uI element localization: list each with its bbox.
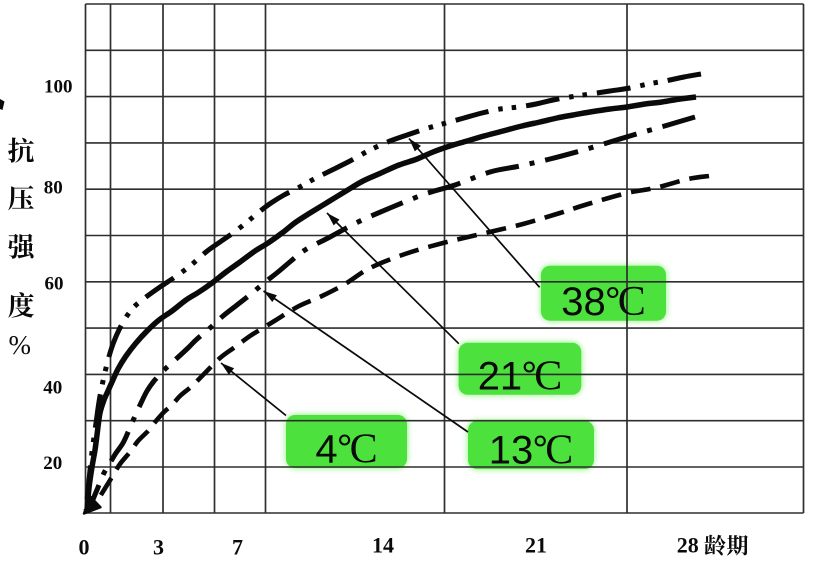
- svg-text:40: 40: [43, 378, 62, 399]
- svg-text:100: 100: [44, 76, 73, 97]
- svg-text:13°C: 13°C: [489, 428, 574, 474]
- svg-text:60: 60: [45, 273, 64, 294]
- svg-text:%: %: [8, 330, 31, 360]
- svg-text:38°C: 38°C: [561, 279, 646, 325]
- svg-text:21: 21: [525, 533, 547, 558]
- svg-text:80: 80: [44, 178, 63, 199]
- svg-text:0: 0: [79, 535, 90, 560]
- svg-text:4°C: 4°C: [315, 427, 377, 473]
- svg-text:7: 7: [232, 535, 243, 560]
- svg-text:20: 20: [43, 453, 62, 474]
- svg-text:3: 3: [153, 535, 164, 560]
- svg-text:28: 28: [677, 533, 699, 558]
- svg-text:14: 14: [372, 533, 394, 558]
- svg-text:21°C: 21°C: [478, 353, 563, 399]
